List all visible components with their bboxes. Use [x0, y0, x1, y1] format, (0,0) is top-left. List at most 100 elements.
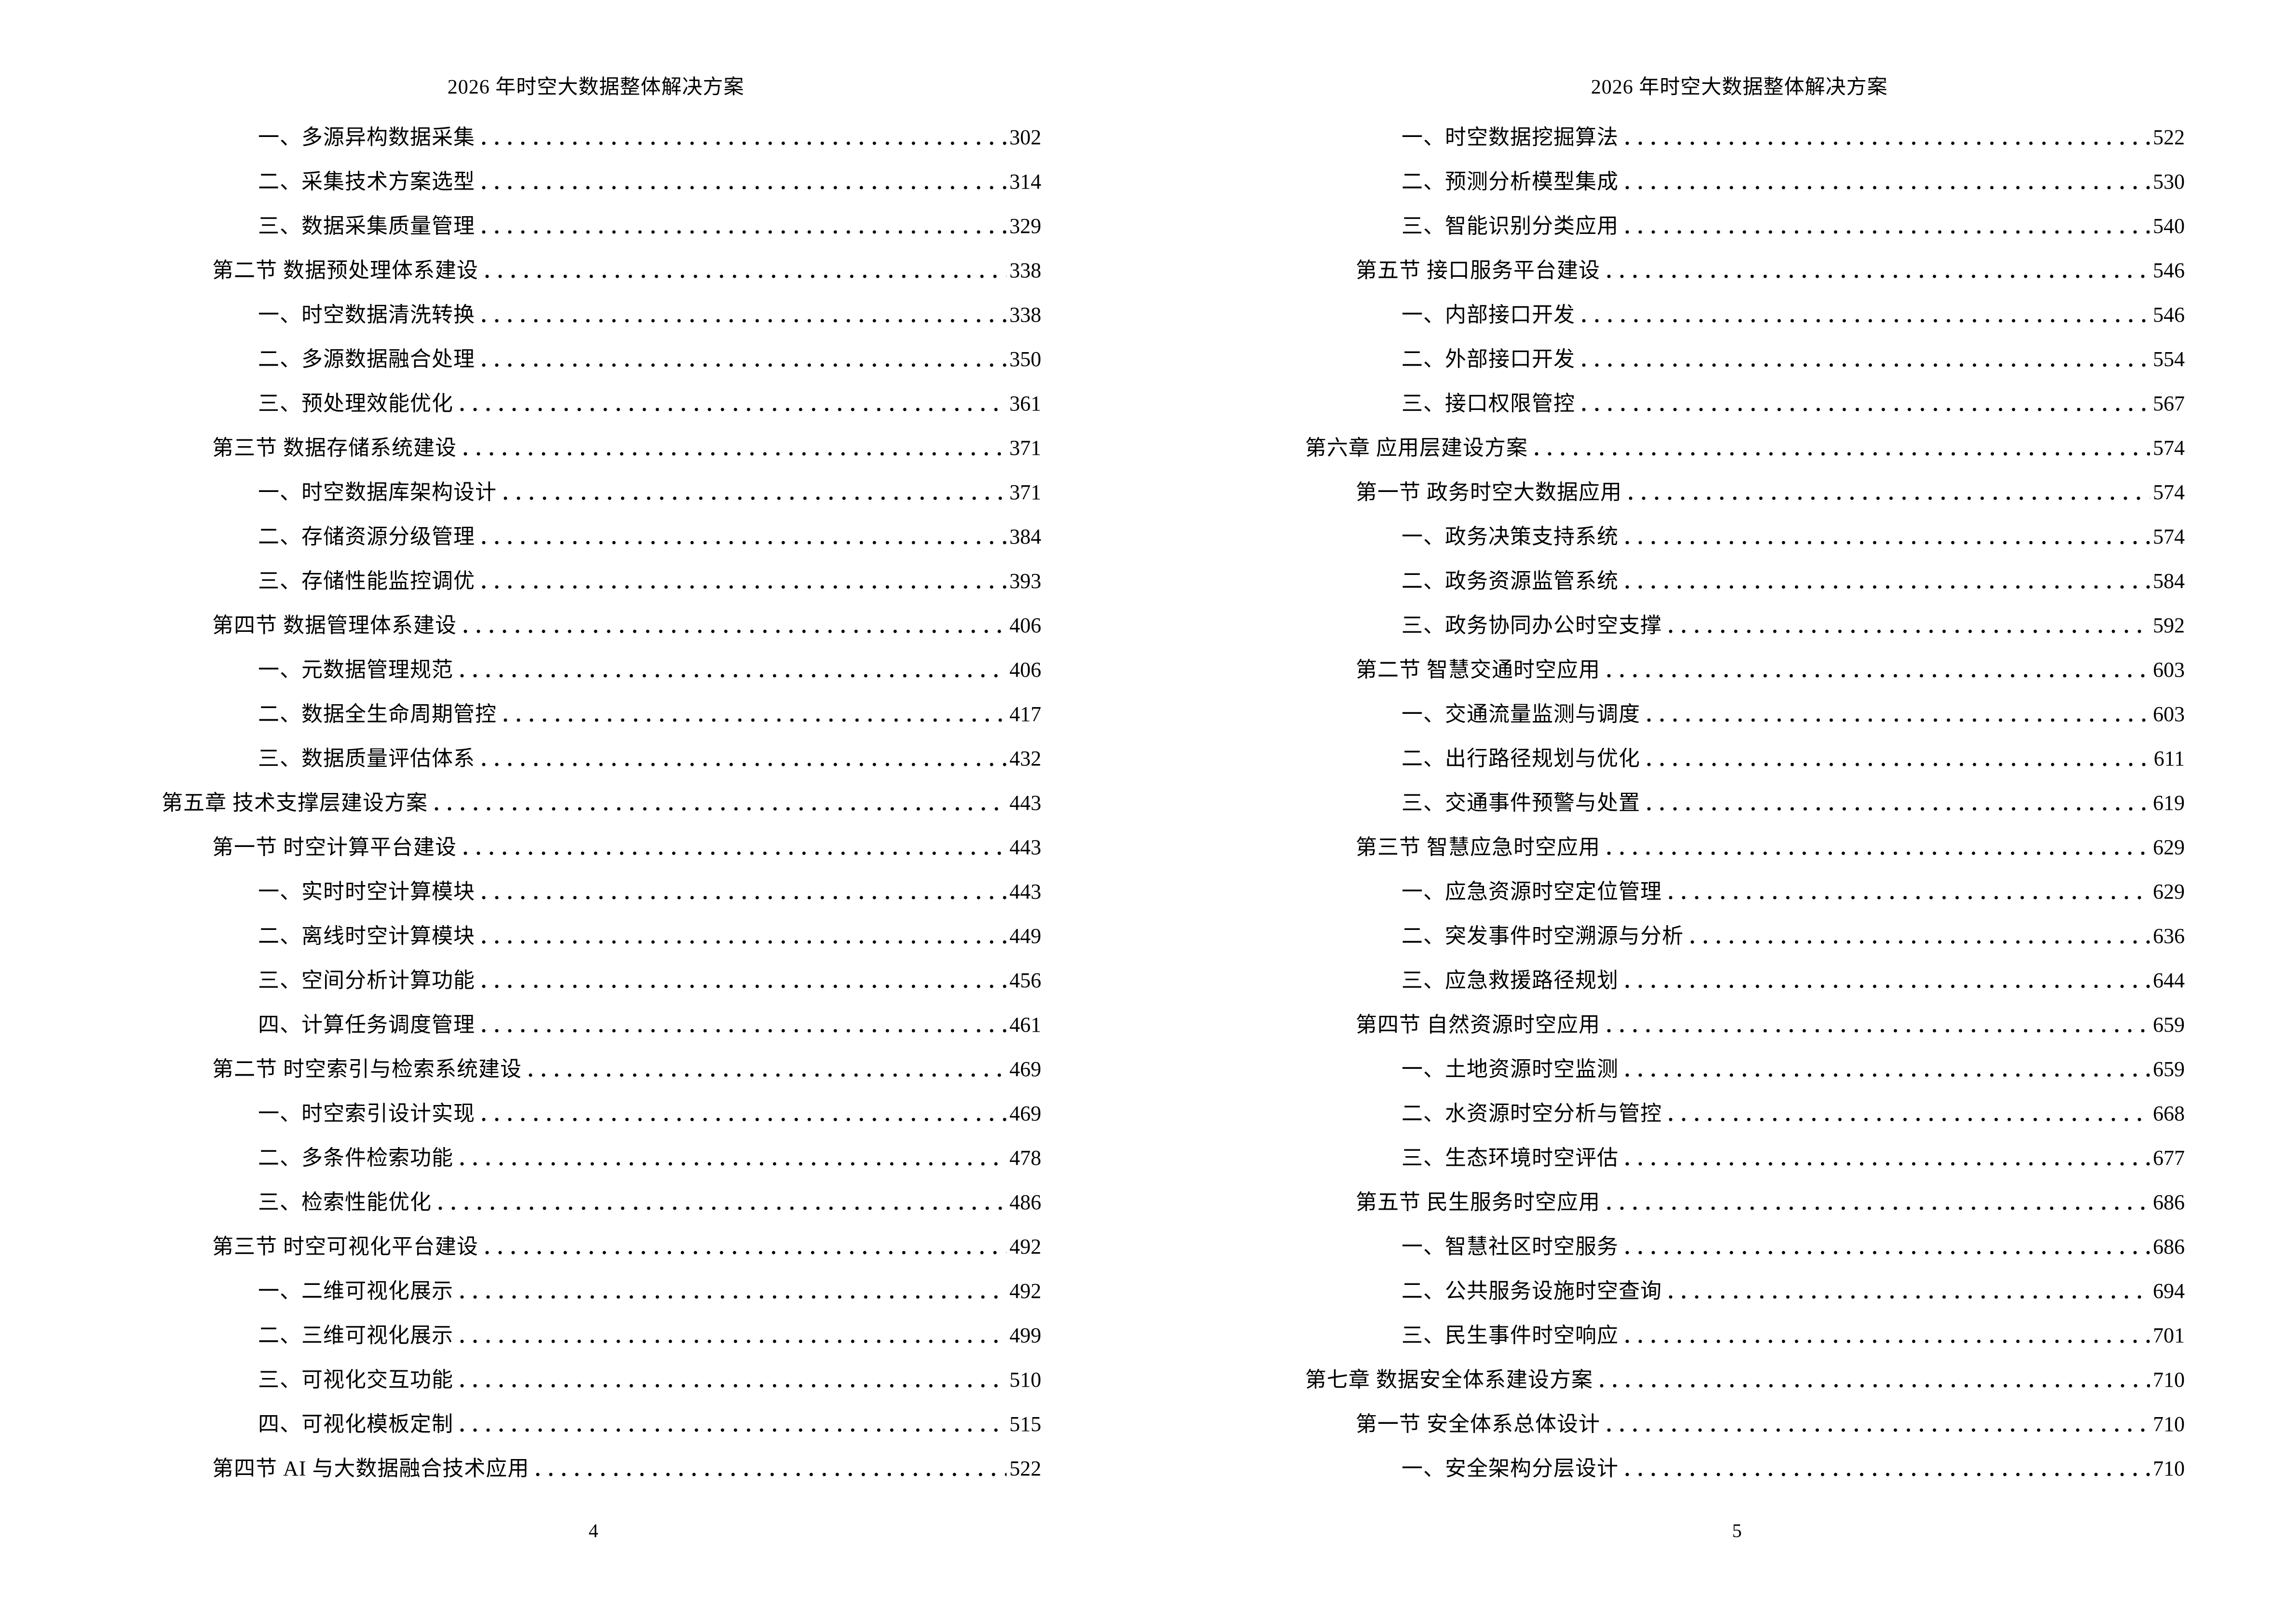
toc-entry-page: 406 — [1009, 658, 1041, 682]
toc-entry-page: 384 — [1009, 525, 1041, 548]
dot-leader — [1605, 648, 2150, 692]
toc-entry-page: 406 — [1009, 614, 1041, 637]
toc-entry: 第三节 智慧应急时空应用 629 — [1305, 825, 2185, 870]
toc-entry: 三、预处理效能优化 361 — [162, 382, 1041, 426]
dot-leader — [1623, 1313, 2150, 1358]
toc-entry-title: 二、三维可视化展示 — [258, 1324, 453, 1347]
dot-leader — [480, 914, 1007, 958]
dot-leader — [1645, 781, 2150, 825]
toc-entry-title: 二、数据全生命周期管控 — [258, 702, 497, 726]
toc-entry: 二、采集技术方案选型 314 — [162, 160, 1041, 204]
toc-entry-page: 361 — [1009, 392, 1041, 415]
toc-entry-page: 540 — [2153, 214, 2185, 238]
toc-entry: 一、二维可视化展示 492 — [162, 1269, 1041, 1313]
toc-entry-title: 二、外部接口开发 — [1402, 347, 1575, 371]
dot-leader — [1605, 1003, 2150, 1047]
toc-entry: 第五节 接口服务平台建设 546 — [1305, 248, 2185, 293]
dot-leader — [1623, 1447, 2150, 1491]
toc-entry-title: 一、元数据管理规范 — [258, 658, 453, 682]
toc-entry-page: 677 — [2153, 1146, 2185, 1170]
dot-leader — [436, 1180, 1007, 1225]
toc-entry-page: 486 — [1009, 1190, 1041, 1214]
toc-entry: 三、生态环境时空评估 677 — [1305, 1136, 2185, 1180]
dot-leader — [1623, 204, 2150, 248]
toc-entry-title: 一、时空索引设计实现 — [258, 1102, 475, 1125]
dot-leader — [480, 737, 1007, 781]
toc-entry-title: 二、水资源时空分析与管控 — [1402, 1102, 1662, 1125]
dot-leader — [1667, 603, 2150, 648]
toc-list: 一、时空数据挖掘算法 522 二、预测分析模型集成 530 三、智能识别分类应用… — [1305, 115, 2185, 1491]
dot-leader — [458, 1136, 1007, 1180]
dot-leader — [1667, 870, 2150, 914]
toc-entry: 一、实时时空计算模块 443 — [162, 870, 1041, 914]
toc-entry-page: 510 — [1009, 1368, 1041, 1392]
toc-entry: 三、可视化交互功能 510 — [162, 1358, 1041, 1402]
toc-entry-title: 一、内部接口开发 — [1402, 303, 1575, 327]
toc-entry: 第二节 时空索引与检索系统建设 469 — [162, 1047, 1041, 1092]
toc-list: 一、多源异构数据采集 302 二、采集技术方案选型 314 三、数据采集质量管理… — [162, 115, 1041, 1491]
toc-entry-title: 第四节 自然资源时空应用 — [1356, 1013, 1600, 1037]
toc-entry-page: 469 — [1009, 1102, 1041, 1125]
toc-entry-title: 第七章 数据安全体系建设方案 — [1305, 1368, 1593, 1392]
toc-entry-title: 第二节 数据预处理体系建设 — [212, 259, 478, 282]
dot-leader — [1605, 1180, 2150, 1225]
toc-entry: 第五章 技术支撑层建设方案 443 — [162, 781, 1041, 825]
toc-entry-title: 二、突发事件时空溯源与分析 — [1402, 924, 1684, 948]
toc-entry: 三、检索性能优化 486 — [162, 1180, 1041, 1225]
dot-leader — [458, 1402, 1007, 1447]
toc-entry-title: 二、存储资源分级管理 — [258, 525, 475, 548]
dot-leader — [1623, 559, 2150, 603]
dot-leader — [1605, 1402, 2150, 1447]
toc-entry: 第三节 数据存储系统建设 371 — [162, 426, 1041, 470]
toc-entry-title: 三、可视化交互功能 — [258, 1368, 453, 1392]
toc-entry-title: 第二节 智慧交通时空应用 — [1356, 658, 1600, 682]
dot-leader — [480, 870, 1007, 914]
toc-entry: 二、外部接口开发 554 — [1305, 337, 2185, 382]
toc-entry: 三、民生事件时空响应 701 — [1305, 1313, 2185, 1358]
toc-entry-title: 三、接口权限管控 — [1402, 392, 1575, 415]
dot-leader — [502, 470, 1007, 515]
toc-entry-title: 一、土地资源时空监测 — [1402, 1057, 1619, 1081]
toc-entry: 三、交通事件预警与处置 619 — [1305, 781, 2185, 825]
page-number: 5 — [1732, 1520, 1742, 1542]
toc-entry-title: 三、数据质量评估体系 — [258, 747, 475, 770]
dot-leader — [1623, 1225, 2150, 1269]
toc-entry: 第七章 数据安全体系建设方案 710 — [1305, 1358, 2185, 1402]
toc-entry: 第六章 应用层建设方案 574 — [1305, 426, 2185, 470]
dot-leader — [483, 248, 1007, 293]
toc-entry-page: 636 — [2153, 924, 2185, 948]
dot-leader — [458, 648, 1007, 692]
page-5: 2026 年时空大数据整体解决方案 一、时空数据挖掘算法 522 二、预测分析模… — [1144, 0, 2287, 1624]
dot-leader — [1623, 1136, 2150, 1180]
toc-entry: 第三节 时空可视化平台建设 492 — [162, 1225, 1041, 1269]
toc-entry-title: 第一节 政务时空大数据应用 — [1356, 480, 1622, 504]
dot-leader — [1645, 737, 2151, 781]
toc-entry: 三、空间分析计算功能 456 — [162, 958, 1041, 1003]
toc-entry: 三、智能识别分类应用 540 — [1305, 204, 2185, 248]
dot-leader — [1598, 1358, 2150, 1402]
toc-entry: 第四节 数据管理体系建设 406 — [162, 603, 1041, 648]
toc-entry-page: 546 — [2153, 259, 2185, 282]
toc-entry-title: 三、生态环境时空评估 — [1402, 1146, 1619, 1170]
toc-entry-title: 一、应急资源时空定位管理 — [1402, 880, 1662, 903]
toc-entry-title: 二、政务资源监管系统 — [1402, 569, 1619, 593]
toc-entry-page: 567 — [2153, 392, 2185, 415]
toc-entry-page: 302 — [1009, 125, 1041, 149]
page-header: 2026 年时空大数据整体解决方案 — [447, 76, 745, 98]
toc-entry-page: 461 — [1009, 1013, 1041, 1037]
toc-entry-page: 574 — [2153, 525, 2185, 548]
toc-entry-page: 686 — [2153, 1235, 2185, 1258]
dot-leader — [1623, 160, 2150, 204]
toc-entry: 三、数据质量评估体系 432 — [162, 737, 1041, 781]
toc-entry-page: 314 — [1009, 170, 1041, 193]
dot-leader — [458, 1313, 1007, 1358]
toc-entry: 二、多条件检索功能 478 — [162, 1136, 1041, 1180]
toc-entry-title: 一、时空数据库架构设计 — [258, 480, 497, 504]
toc-entry: 三、接口权限管控 567 — [1305, 382, 2185, 426]
toc-entry: 二、出行路径规划与优化 611 — [1305, 737, 2185, 781]
dot-leader — [1623, 515, 2150, 559]
toc-entry: 二、多源数据融合处理 350 — [162, 337, 1041, 382]
toc-entry-page: 619 — [2153, 791, 2185, 815]
toc-entry-title: 二、采集技术方案选型 — [258, 170, 475, 193]
toc-entry: 第五节 民生服务时空应用 686 — [1305, 1180, 2185, 1225]
